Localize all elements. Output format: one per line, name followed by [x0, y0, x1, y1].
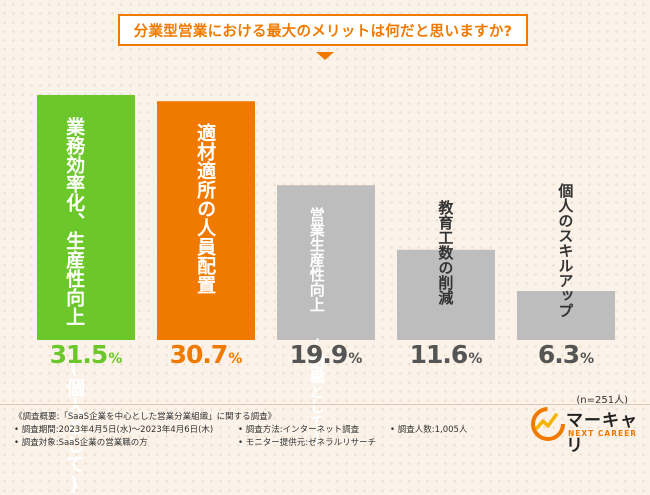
- sample-size: (n=251人): [576, 395, 628, 406]
- value-number: 31.5: [49, 340, 109, 369]
- category-label-line: 営業生産性向上: [307, 207, 326, 313]
- logo-tagline: NEXT CAREER: [568, 429, 638, 438]
- category-label-5: 個人のスキルアップ: [556, 183, 575, 318]
- value-number: 6.3: [537, 340, 580, 369]
- bar-5: [517, 291, 615, 340]
- bar-2: [157, 101, 255, 340]
- category-label-line: 適材適所の人員配置: [194, 123, 217, 295]
- category-label-line: 個人のスキルアップ: [556, 183, 575, 318]
- bar-1: [37, 95, 135, 340]
- value-unit: %: [228, 351, 243, 367]
- category-label-4: 教育工数の削減: [436, 199, 455, 305]
- bar-4: [397, 249, 495, 340]
- value-unit: %: [468, 351, 483, 367]
- value-unit: %: [348, 351, 363, 367]
- chart-title: 分業型営業における最大のメリットは何だと思いますか?: [118, 14, 528, 46]
- value-label-5: 6.3%: [517, 340, 615, 374]
- value-label-2: 30.7%: [157, 340, 255, 374]
- value-label-3: 19.9%: [277, 340, 375, 374]
- category-label-2: 適材適所の人員配置: [194, 123, 217, 295]
- title-pointer-icon: [316, 52, 334, 60]
- value-unit: %: [108, 351, 123, 367]
- category-label-line: 教育工数の削減: [436, 199, 455, 305]
- value-label-4: 11.6%: [397, 340, 495, 374]
- value-number: 30.7: [169, 340, 229, 369]
- survey-count: • 調査人数:1,005人: [390, 425, 468, 435]
- value-unit: %: [580, 351, 595, 367]
- survey-period: • 調査期間:2023年4月5日(水)〜2023年4月6日(木): [14, 425, 214, 435]
- survey-provider: • モニター提供元:ゼネラルリサーチ: [238, 438, 377, 448]
- footer-divider: [0, 404, 650, 405]
- category-label-line: 業務効率化、生産性向上: [63, 117, 86, 326]
- survey-method: • 調査方法:インターネット調査: [238, 425, 360, 435]
- category-label-line: (組織として): [307, 336, 326, 448]
- logo-icon: [531, 407, 565, 441]
- category-label-3: 営業生産性向上 (組織として): [307, 207, 326, 448]
- survey-target: • 調査対象:SaaS企業の営業職の方: [14, 438, 148, 448]
- value-number: 11.6: [409, 340, 469, 369]
- value-label-1: 31.5%: [37, 340, 135, 374]
- logo: マーキャリ NEXT CAREER: [528, 400, 648, 456]
- bar-3: [277, 185, 375, 340]
- bar-chart: [37, 95, 615, 340]
- value-number: 19.9: [289, 340, 349, 369]
- survey-overview: 《調査概要:「SaaS企業を中心とした営業分業組織」に関する調査》: [14, 412, 277, 422]
